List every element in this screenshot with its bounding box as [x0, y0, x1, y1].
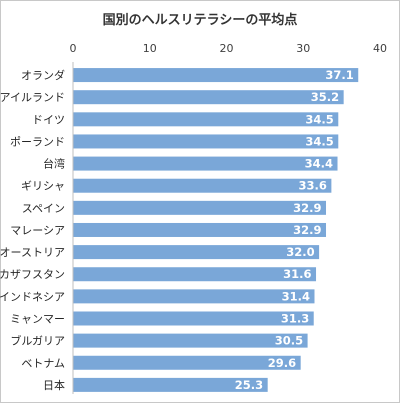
bar [73, 90, 344, 105]
category-label: ポーランド [10, 135, 65, 148]
data-label: 31.4 [282, 289, 310, 303]
bar [73, 156, 338, 171]
data-label: 34.5 [305, 134, 333, 148]
data-label: 34.5 [305, 112, 333, 126]
bar [73, 200, 327, 215]
category-label: オーストリア [0, 246, 65, 259]
data-label: 25.3 [235, 378, 263, 392]
bar [73, 245, 320, 260]
category-label: ベトナム [21, 357, 65, 370]
bar [73, 134, 339, 149]
data-label: 37.1 [325, 68, 353, 82]
data-label: 32.0 [286, 245, 314, 259]
bar [73, 289, 315, 304]
category-label: マレーシア [10, 224, 65, 237]
data-label: 32.9 [293, 223, 321, 237]
data-label: 32.9 [293, 201, 321, 215]
category-label: インドネシア [0, 290, 65, 303]
x-tick-label: 40 [373, 42, 387, 55]
bar [73, 311, 314, 326]
bar [73, 267, 317, 282]
category-label: スペイン [22, 202, 65, 215]
x-tick-label: 10 [143, 42, 157, 55]
data-label: 34.4 [305, 157, 333, 171]
chart-title: 国別のヘルスリテラシーの平均点 [102, 13, 298, 28]
bar [73, 355, 301, 370]
data-label: 30.5 [275, 334, 303, 348]
category-label: カザフスタン [0, 268, 65, 281]
category-label: ミャンマー [10, 312, 65, 325]
x-tick-label: 30 [296, 42, 310, 55]
x-tick-label: 20 [220, 42, 234, 55]
bar [73, 68, 359, 83]
category-label: 日本 [43, 378, 65, 392]
category-label: アイルランド [0, 91, 65, 104]
bar [73, 333, 308, 348]
data-label: 35.2 [311, 90, 339, 104]
category-label: 台湾 [43, 157, 65, 171]
category-label: オランダ [21, 68, 65, 82]
bar [73, 377, 268, 392]
data-label: 33.6 [299, 179, 327, 193]
data-label: 29.6 [268, 356, 296, 370]
category-label: ブルガリア [10, 334, 65, 348]
category-label: ギリシャ [21, 180, 65, 193]
data-label: 31.3 [281, 311, 309, 325]
category-label: ドイツ [32, 113, 65, 126]
x-tick-label: 0 [70, 42, 77, 55]
bar [73, 222, 327, 237]
bar [73, 178, 332, 193]
bar [73, 112, 339, 127]
data-label: 31.6 [283, 267, 311, 281]
